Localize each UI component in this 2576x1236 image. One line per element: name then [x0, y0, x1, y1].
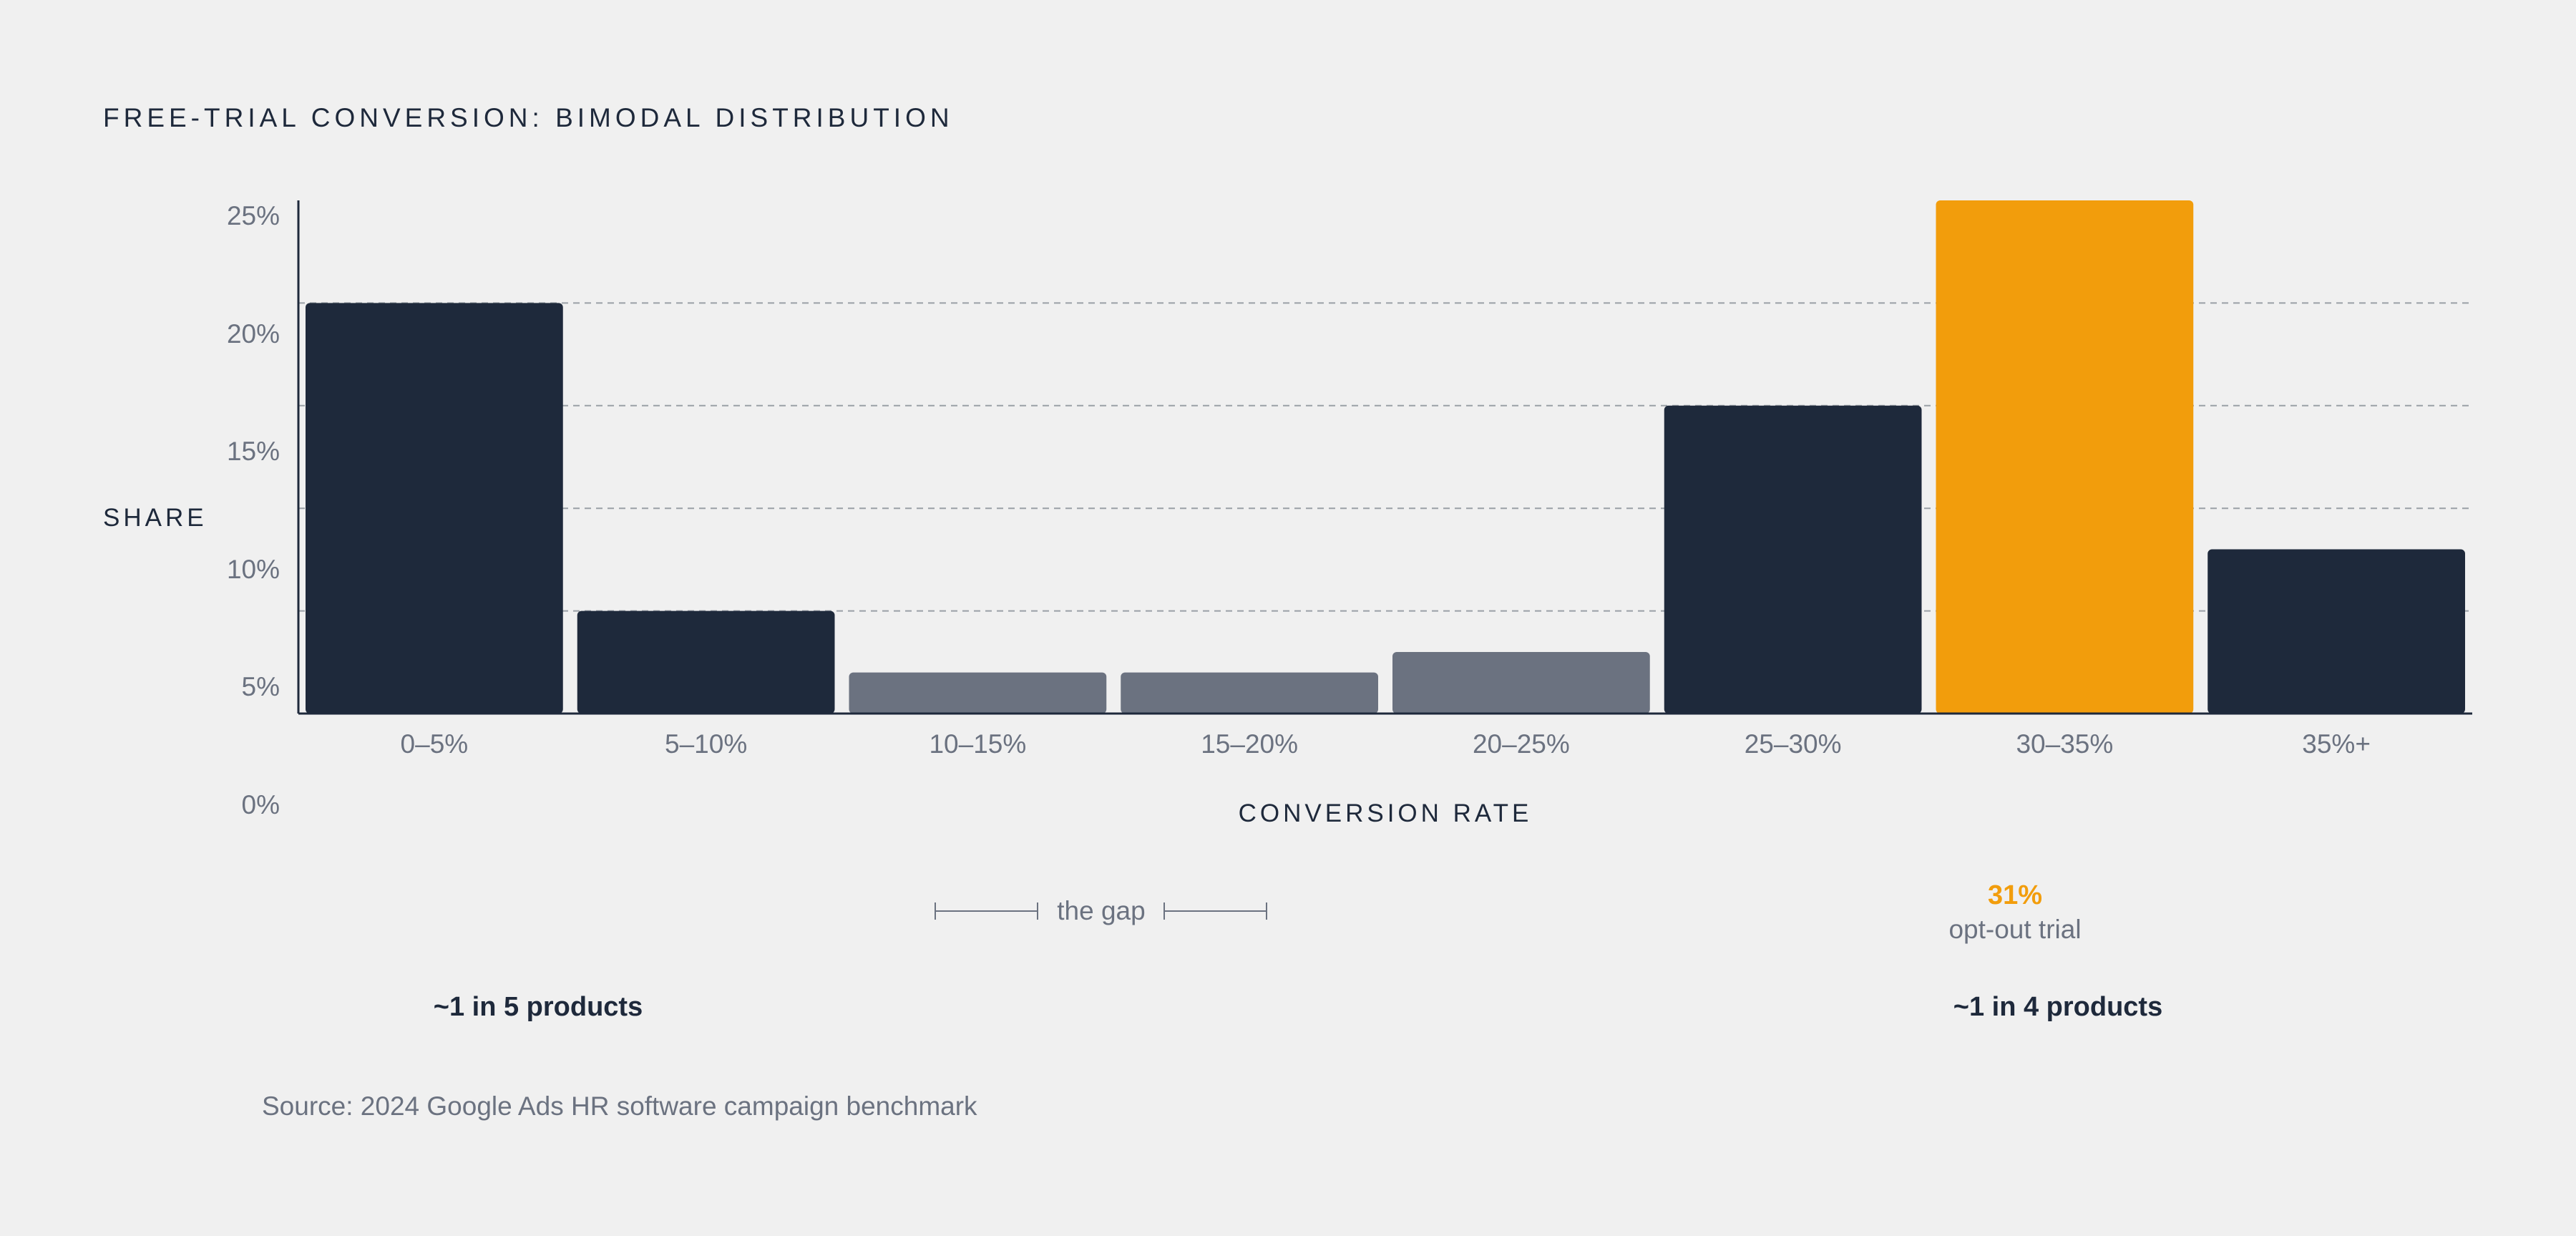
- x-tick-label: 10–15%: [929, 729, 1026, 759]
- bar-1: [306, 303, 563, 714]
- x-tick-label: 20–25%: [1473, 729, 1570, 759]
- axes: [297, 200, 2472, 715]
- peak-label-annotation: opt-out trial: [1948, 915, 2081, 944]
- bar-7: [1936, 200, 2194, 714]
- bars: [306, 200, 2465, 714]
- x-tick-label: 30–35%: [2016, 729, 2113, 759]
- y-tick-label: 25%: [227, 201, 280, 230]
- bar-5: [1392, 651, 1650, 714]
- bar-2: [577, 610, 835, 714]
- x-tick-label: 5–10%: [665, 729, 747, 759]
- y-tick-label: 20%: [227, 319, 280, 349]
- gap-annotation: the gap: [935, 896, 1267, 925]
- source-note: Source: 2024 Google Ads HR software camp…: [262, 1091, 977, 1121]
- gap-label: the gap: [1057, 896, 1145, 925]
- right-mode-annotation: ~1 in 4 products: [1953, 992, 2162, 1022]
- x-tick-label: 15–20%: [1201, 729, 1298, 759]
- y-tick-label: 15%: [227, 437, 280, 466]
- x-tick-labels: 0–5% 5–10% 10–15% 15–20% 20–25% 25–30% 30–35% 3…: [401, 729, 2371, 759]
- bar-6: [1664, 405, 1922, 714]
- x-tick-label: 25–30%: [1745, 729, 1842, 759]
- y-tick-labels: 0% 5% 10% 15% 20% 25%: [227, 201, 280, 819]
- x-axis-label: CONVERSION RATE: [1239, 799, 1533, 827]
- bar-4: [1121, 672, 1378, 714]
- y-tick-label: 10%: [227, 555, 280, 584]
- chart-title: FREE-TRIAL CONVERSION: BIMODAL DISTRIBUT…: [103, 103, 954, 132]
- y-axis-label: SHARE: [103, 504, 208, 532]
- bar-3: [849, 672, 1107, 714]
- y-tick-label: 5%: [242, 672, 280, 701]
- peak-value-annotation: 31%: [1988, 880, 2042, 910]
- x-tick-label: 0–5%: [401, 729, 469, 759]
- left-mode-annotation: ~1 in 5 products: [434, 992, 643, 1022]
- bar-8: [2207, 549, 2465, 714]
- y-tick-label: 0%: [242, 790, 280, 819]
- x-tick-label: 35%+: [2302, 729, 2371, 759]
